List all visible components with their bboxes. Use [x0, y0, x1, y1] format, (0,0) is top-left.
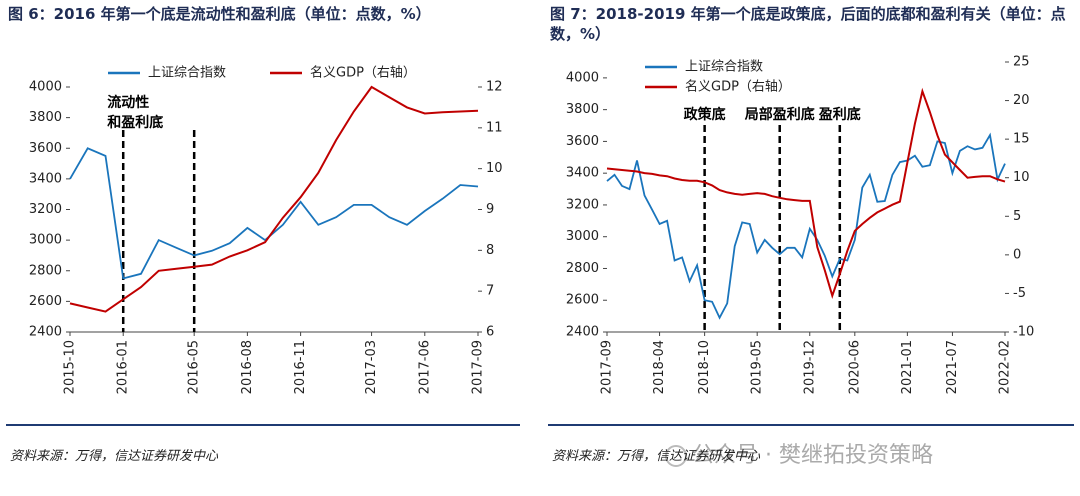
y-tick-label: 3800 — [566, 102, 599, 117]
x-tick-label: 2019-05 — [750, 340, 765, 394]
x-tick-label: 2016-05 — [187, 340, 202, 394]
x-tick-label: 2017-06 — [417, 340, 432, 394]
x-tick-label: 2021-07 — [945, 340, 960, 394]
series-line — [69, 147, 479, 280]
y-tick-label: 2800 — [566, 261, 599, 276]
source: 资料来源：万得，信达证券研发中心 — [10, 449, 219, 464]
y2-tick-label: 25 — [1013, 55, 1030, 70]
y2-tick-label: 8 — [486, 243, 494, 258]
x-tick-label: 2017-09 — [600, 340, 615, 394]
x-tick-label: 2016-01 — [116, 340, 131, 394]
y-tick-label: 3600 — [566, 134, 599, 149]
y2-tick-label: 9 — [486, 202, 494, 217]
legend-label: 名义GDP（右轴） — [310, 65, 416, 81]
x-tick-label: 2017-09 — [471, 340, 486, 394]
legend-label: 上证综合指数 — [685, 60, 763, 75]
x-tick-label: 2016-08 — [240, 340, 255, 394]
x-tick-label: 2019-12 — [802, 340, 817, 394]
y-tick-label: 3200 — [566, 197, 599, 212]
annotation: 局部盈利底 — [745, 106, 815, 123]
y-tick-label: 3000 — [29, 233, 62, 248]
wechat-icon — [665, 445, 687, 467]
y2-tick-label: 10 — [486, 161, 503, 176]
y2-tick-label: 11 — [486, 120, 503, 135]
x-tick-label: 2022-02 — [998, 340, 1013, 394]
annotation: 流动性 — [107, 94, 149, 111]
y-tick-label: 2800 — [29, 263, 62, 278]
y-tick-label: 3400 — [566, 166, 599, 181]
y2-tick-label: 20 — [1013, 93, 1030, 108]
x-tick-label: 2015-10 — [63, 340, 78, 394]
y-tick-label: 3200 — [29, 202, 62, 217]
y-tick-label: 3600 — [29, 141, 62, 156]
chart-title: 图 6：2016 年第一个底是流动性和盈利底（单位：点数，%） — [8, 5, 431, 23]
y-tick-label: 2400 — [29, 325, 62, 340]
annotation: 政策底 — [684, 106, 726, 123]
series-line — [69, 85, 479, 313]
legend-label: 上证综合指数 — [148, 66, 226, 81]
y2-tick-label: -5 — [1013, 286, 1026, 301]
y2-tick-label: 0 — [1013, 247, 1021, 262]
y2-tick-label: 6 — [486, 325, 494, 340]
x-tick-label: 2017-03 — [364, 340, 379, 394]
y2-tick-label: 10 — [1013, 170, 1030, 185]
y2-tick-label: 5 — [1013, 209, 1021, 224]
y2-tick-label: 12 — [486, 80, 503, 95]
y-tick-label: 2400 — [566, 325, 599, 340]
y-tick-label: 2600 — [566, 293, 599, 308]
x-tick-label: 2021-01 — [900, 340, 915, 394]
y-tick-label: 4000 — [566, 70, 599, 85]
watermark: 公众号 · 樊继拓投资策略 — [692, 443, 933, 468]
x-tick-label: 2018-04 — [652, 340, 667, 394]
chart-title: 图 7：2018-2019 年第一个底是政策底，后面的底都和盈利有关（单位：点数… — [550, 5, 1066, 43]
x-tick-label: 2016-11 — [293, 340, 308, 394]
source: 资料来源：万得，信达证券研发中心 — [552, 449, 761, 464]
y2-tick-label: 15 — [1013, 132, 1030, 147]
series-line — [606, 132, 1006, 320]
x-tick-label: 2020-06 — [847, 340, 862, 394]
y2-tick-label: 7 — [486, 284, 494, 299]
x-tick-label: 2018-10 — [697, 340, 712, 394]
annotation: 和盈利底 — [107, 114, 163, 131]
y-tick-label: 3800 — [29, 110, 62, 125]
legend-label: 名义GDP（右轴） — [685, 79, 791, 95]
y-tick-label: 2600 — [29, 294, 62, 309]
y-tick-label: 3400 — [29, 171, 62, 186]
series-line — [606, 87, 1006, 299]
y-tick-label: 3000 — [566, 229, 599, 244]
annotation: 盈利底 — [818, 106, 861, 123]
y-tick-label: 4000 — [29, 80, 62, 95]
y2-tick-label: -10 — [1013, 325, 1034, 340]
